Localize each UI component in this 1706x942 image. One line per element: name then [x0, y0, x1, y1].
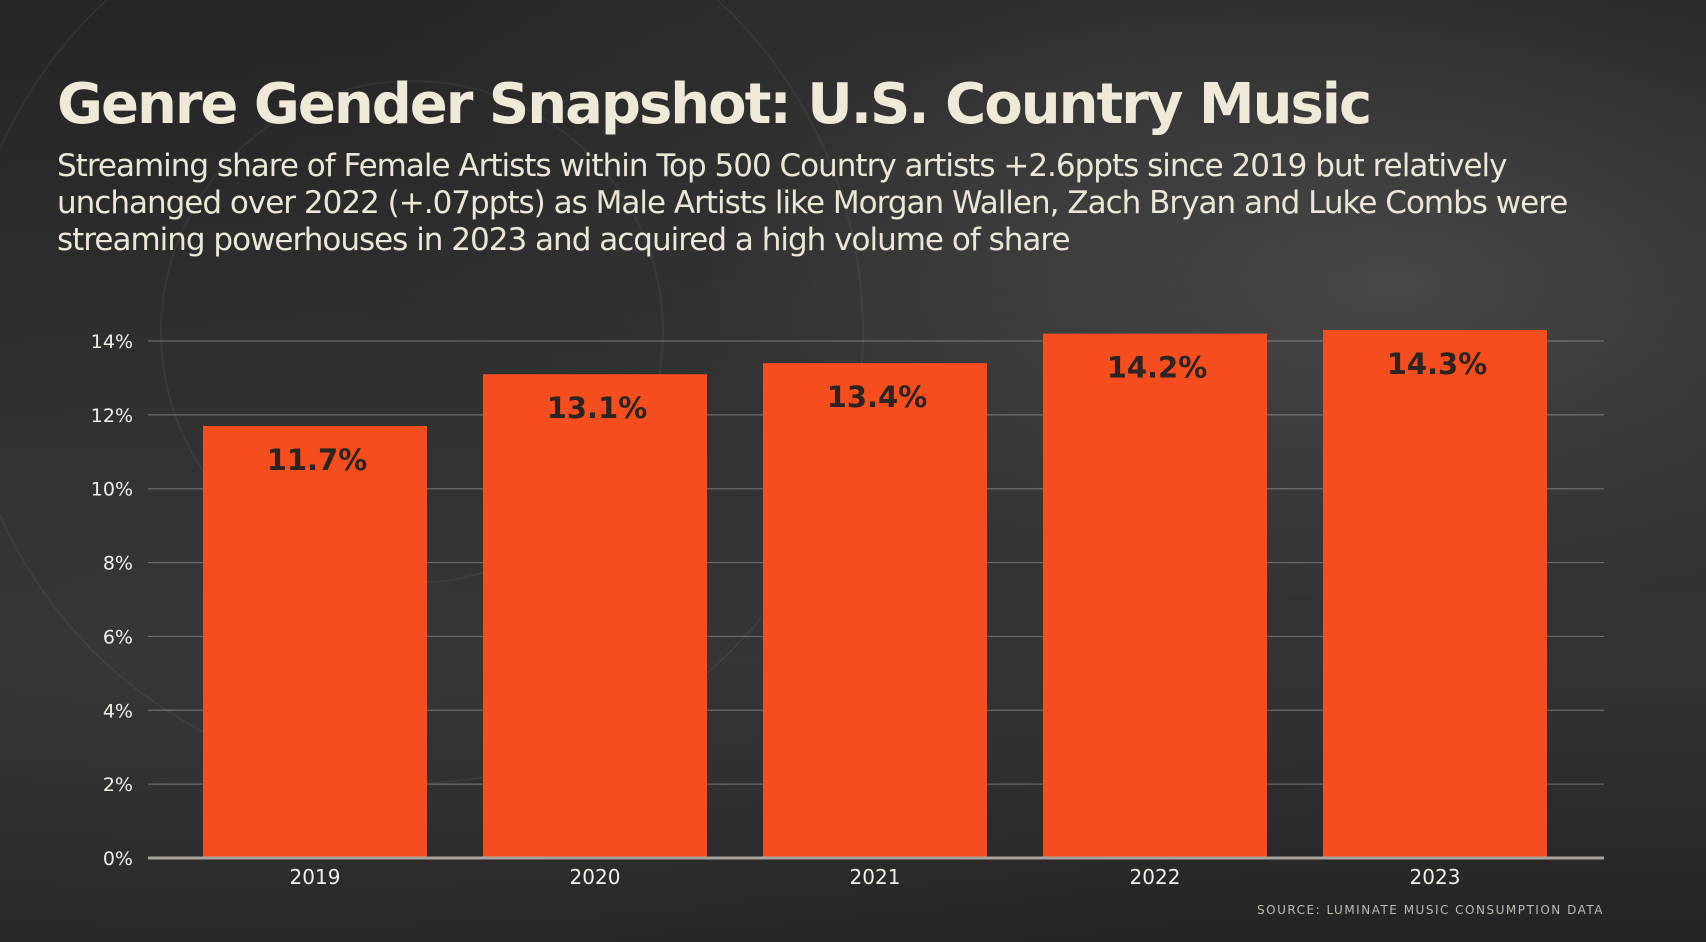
data-label: 14.2% — [1107, 351, 1208, 385]
data-label: 13.4% — [827, 380, 928, 414]
header: Genre Gender Snapshot: U.S. Country Musi… — [57, 72, 1657, 259]
y-tick-label: 10% — [91, 479, 133, 501]
y-tick-label: 2% — [103, 774, 133, 796]
y-tick-label: 12% — [91, 405, 133, 427]
x-tick-label: 2021 — [850, 865, 901, 889]
bar-2019 — [203, 425, 427, 858]
y-tick-label: 6% — [103, 626, 133, 648]
x-tick-label: 2020 — [570, 865, 621, 889]
data-label: 11.7% — [267, 443, 368, 477]
bar-2022 — [1043, 333, 1267, 859]
data-label: 13.1% — [547, 391, 648, 425]
source-note: SOURCE: LUMINATE MUSIC CONSUMPTION DATA — [1257, 903, 1604, 917]
y-tick-label: 14% — [91, 331, 133, 353]
bar-2021 — [763, 363, 987, 858]
data-label: 14.3% — [1387, 347, 1488, 381]
chart-title: Genre Gender Snapshot: U.S. Country Musi… — [57, 72, 1372, 137]
x-tick-label: 2022 — [1130, 865, 1181, 889]
x-tick-label: 2023 — [1410, 865, 1461, 889]
x-tick-label: 2019 — [290, 865, 341, 889]
y-tick-label: 4% — [103, 700, 133, 722]
bar-2023 — [1323, 329, 1547, 859]
bar-2020 — [483, 374, 707, 858]
chart-subtitle: Streaming share of Female Artists within… — [57, 148, 1568, 258]
y-tick-label: 8% — [103, 553, 133, 575]
y-tick-label: 0% — [103, 848, 133, 870]
